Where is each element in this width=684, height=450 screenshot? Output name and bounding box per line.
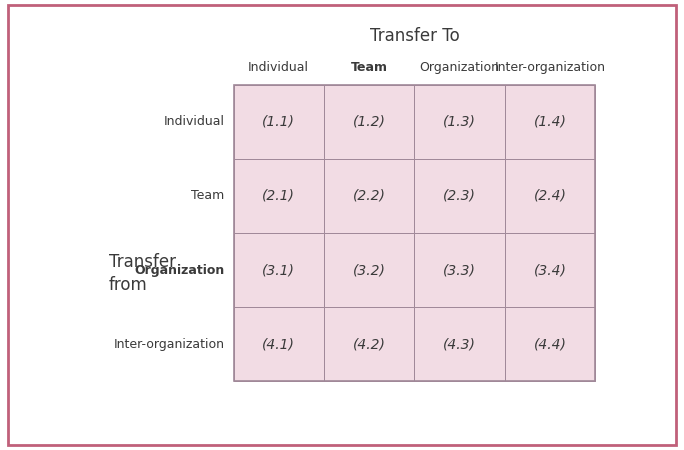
Bar — [324, 233, 415, 307]
Bar — [505, 85, 595, 159]
Bar — [233, 85, 324, 159]
Text: Transfer To: Transfer To — [369, 27, 460, 45]
Text: Organization: Organization — [420, 61, 500, 74]
Text: Team: Team — [351, 61, 388, 74]
Text: (4.2): (4.2) — [353, 337, 386, 351]
Text: (3.2): (3.2) — [353, 263, 386, 277]
Text: (3.4): (3.4) — [534, 263, 566, 277]
Text: Inter-organization: Inter-organization — [114, 338, 224, 351]
Text: from: from — [109, 276, 148, 294]
Text: (2.4): (2.4) — [534, 189, 566, 203]
Text: (2.3): (2.3) — [443, 189, 476, 203]
Bar — [415, 307, 505, 381]
Text: Organization: Organization — [134, 264, 224, 277]
Text: (4.3): (4.3) — [443, 337, 476, 351]
Text: (4.4): (4.4) — [534, 337, 566, 351]
Text: Individual: Individual — [163, 115, 224, 128]
Text: Transfer: Transfer — [109, 253, 176, 271]
Text: (1.4): (1.4) — [534, 115, 566, 129]
Text: Team: Team — [191, 189, 224, 202]
Bar — [505, 307, 595, 381]
Bar — [324, 307, 415, 381]
Text: (4.1): (4.1) — [262, 337, 295, 351]
Bar — [233, 159, 324, 233]
Text: Individual: Individual — [248, 61, 309, 74]
Bar — [233, 85, 595, 381]
Text: (3.3): (3.3) — [443, 263, 476, 277]
Text: (2.1): (2.1) — [262, 189, 295, 203]
Text: (1.3): (1.3) — [443, 115, 476, 129]
Bar — [415, 85, 505, 159]
Text: Inter-organization: Inter-organization — [495, 61, 605, 74]
Bar — [505, 233, 595, 307]
Bar — [415, 233, 505, 307]
Bar — [505, 159, 595, 233]
Bar — [415, 159, 505, 233]
Bar — [324, 159, 415, 233]
Text: (3.1): (3.1) — [262, 263, 295, 277]
Text: (1.2): (1.2) — [353, 115, 386, 129]
Bar — [233, 233, 324, 307]
Bar — [233, 307, 324, 381]
Text: (1.1): (1.1) — [262, 115, 295, 129]
Bar — [324, 85, 415, 159]
Text: (2.2): (2.2) — [353, 189, 386, 203]
